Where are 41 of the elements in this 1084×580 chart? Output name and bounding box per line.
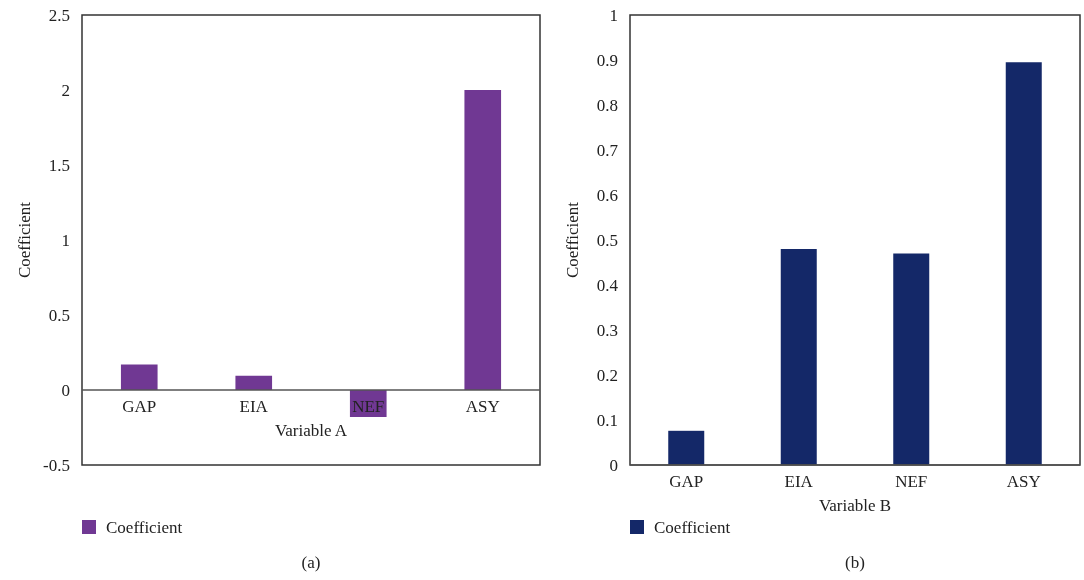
x-tick-label: ASY (1006, 472, 1041, 491)
y-tick-label: 0.9 (596, 50, 618, 70)
y-tick-label: 0.3 (596, 320, 618, 340)
x-tick-label: EIA (784, 472, 814, 491)
legend-label: Coefficient (106, 517, 183, 537)
x-tick-label: NEF (895, 472, 928, 491)
bar (464, 90, 502, 390)
y-tick-label: 0.1 (596, 410, 618, 430)
y-tick-label: 0.4 (596, 275, 619, 295)
bar (235, 375, 273, 390)
y-tick-label: 0.5 (596, 230, 618, 250)
y-tick-label: 1 (609, 5, 618, 25)
y-tick-label: 1.5 (48, 155, 70, 175)
y-axis-title: Coefficient (563, 201, 582, 279)
x-tick-label: ASY (465, 397, 500, 416)
text: (b) (845, 553, 865, 572)
x-axis-title: Variable A (274, 421, 348, 440)
y-tick-label: 2.5 (48, 5, 70, 25)
y-tick-label: 0.6 (596, 185, 618, 205)
y-tick-label: 0.5 (48, 305, 70, 325)
bar (668, 430, 705, 465)
y-tick-label: 0.7 (596, 140, 619, 160)
bar (1005, 62, 1042, 465)
y-axis-title: Coefficient (15, 201, 34, 279)
bar (780, 249, 817, 465)
y-tick-label: -0.5 (43, 455, 70, 475)
y-tick-label: 0 (61, 380, 70, 400)
y-tick-label: 2 (61, 80, 70, 100)
x-axis-title: Variable B (818, 496, 892, 515)
legend-label: Coefficient (654, 517, 731, 537)
text: (a) (301, 553, 321, 572)
x-tick-label: GAP (122, 397, 157, 416)
y-tick-label: 1 (61, 230, 70, 250)
bar (893, 253, 930, 465)
x-tick-label: NEF (352, 397, 385, 416)
x-tick-label: EIA (239, 397, 269, 416)
y-tick-label: 0 (609, 455, 618, 475)
x-tick-label: GAP (669, 472, 704, 491)
y-tick-label: 0.8 (596, 95, 618, 115)
y-tick-label: 0.2 (596, 365, 618, 385)
bar (120, 364, 158, 390)
